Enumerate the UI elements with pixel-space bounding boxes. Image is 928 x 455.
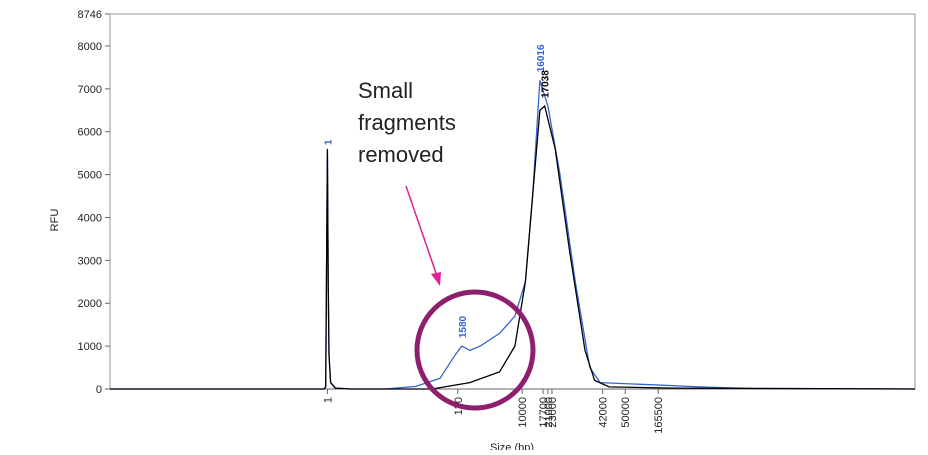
annotation-text: removed <box>358 142 444 167</box>
y-tick-label: 7000 <box>78 84 102 96</box>
y-tick-label: 5000 <box>78 170 102 182</box>
trace <box>110 80 916 390</box>
x-tick-label: 21000 <box>543 397 555 428</box>
x-axis-label: Size (bp) <box>490 442 534 450</box>
peak-label: 16016 <box>536 44 547 72</box>
x-tick-label: 23000 <box>547 397 559 428</box>
annotation-arrow <box>405 185 438 277</box>
peak-label: 1580 <box>458 315 469 338</box>
x-tick-label: 165500 <box>653 397 665 434</box>
peak-label: 17038 <box>541 70 552 98</box>
annotation-text: Small <box>358 78 413 103</box>
x-tick-label: 1 <box>322 397 334 403</box>
peak-label: 1 <box>323 139 334 145</box>
y-tick-label: 4000 <box>78 212 102 224</box>
y-tick-label: 3000 <box>78 255 102 267</box>
x-tick-label: 42000 <box>598 397 610 428</box>
trace <box>110 104 916 390</box>
x-tick-label: 17700 <box>538 397 550 428</box>
y-tick-label: 8746 <box>78 9 102 21</box>
y-tick-label: 8000 <box>78 41 102 53</box>
y-tick-label: 2000 <box>78 298 102 310</box>
y-axis-label: RFU <box>49 209 61 232</box>
arrowhead <box>431 272 441 286</box>
annotation: Small fragments removed <box>358 78 536 411</box>
y-tick-label: 1000 <box>78 341 102 353</box>
y-tick-label: 0 <box>96 384 102 396</box>
x-tick-label: 50000 <box>620 397 632 428</box>
highlight-circle <box>414 289 536 411</box>
x-tick-label: 10000 <box>517 397 529 428</box>
plot-frame <box>109 13 916 390</box>
annotation-text: fragments <box>358 110 456 135</box>
y-tick-label: 6000 <box>78 127 102 139</box>
